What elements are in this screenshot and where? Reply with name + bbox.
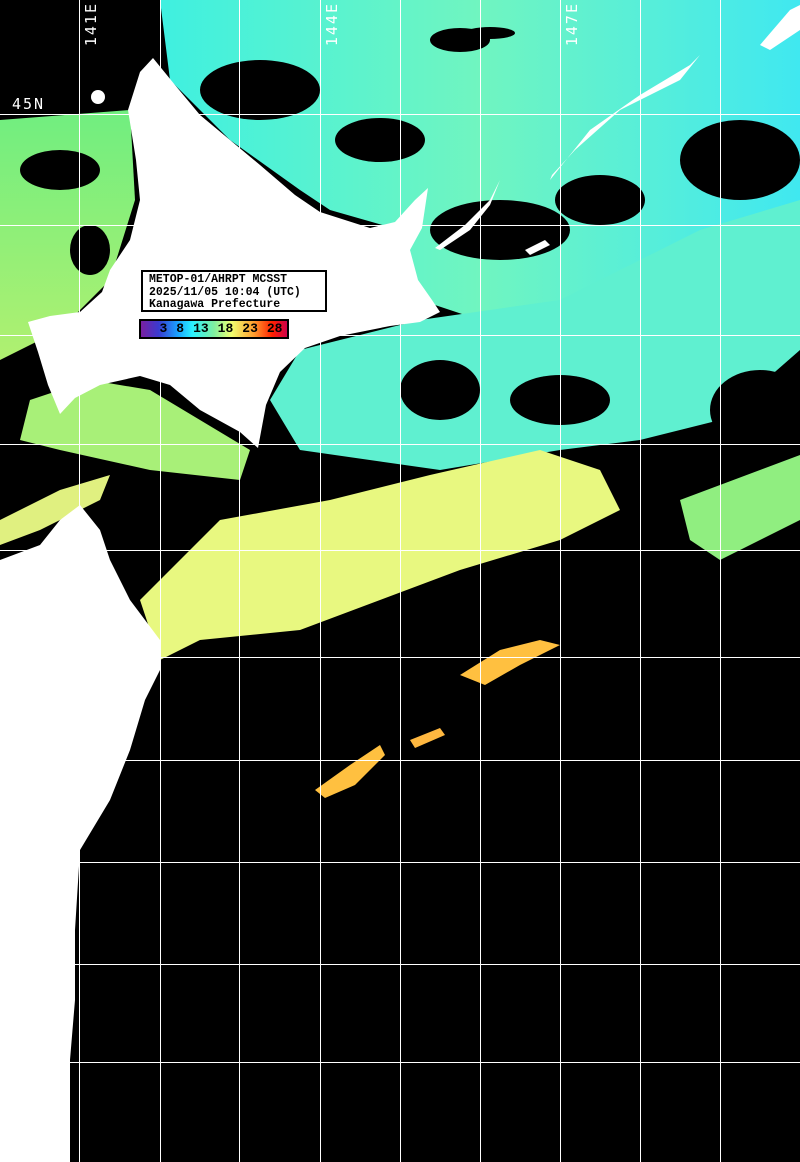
sst-warm-band-west xyxy=(0,475,110,545)
scale-tick: 28 xyxy=(266,321,283,336)
sst-east-green xyxy=(680,455,800,560)
scale-tick: 8 xyxy=(176,321,185,336)
lat-label-45n: 45N xyxy=(12,95,46,113)
satellite-product: METOP-01/AHRPT MCSST xyxy=(149,273,288,286)
lon-label-144e: 144E xyxy=(323,2,341,47)
sst-south-hokkaido xyxy=(20,380,250,480)
rishiri-island xyxy=(91,90,105,104)
scale-tick: 3 xyxy=(159,321,168,336)
sst-orange-patch xyxy=(410,728,445,748)
timestamp: 2025/11/05 10:04 (UTC) xyxy=(149,285,301,299)
scale-tick: 13 xyxy=(193,321,209,336)
color-scale-legend: 3 8 13 18 23 28 xyxy=(139,319,289,339)
info-box: METOP-01/AHRPT MCSST 2025/11/05 10:04 (U… xyxy=(141,270,327,312)
lon-label-141e: 141E xyxy=(82,2,100,47)
sst-orange-patch xyxy=(315,745,385,798)
sst-warm-band xyxy=(140,450,620,660)
sst-orange-patch xyxy=(460,640,560,685)
provider: Kanagawa Prefecture xyxy=(149,298,281,311)
kuril-island xyxy=(760,5,800,50)
hokkaido xyxy=(28,58,440,448)
scale-tick: 18 xyxy=(217,321,234,336)
lon-label-147e: 147E xyxy=(563,2,581,47)
kuril-island xyxy=(550,55,700,180)
scale-tick: 23 xyxy=(242,321,258,336)
kuril-island xyxy=(525,240,550,255)
